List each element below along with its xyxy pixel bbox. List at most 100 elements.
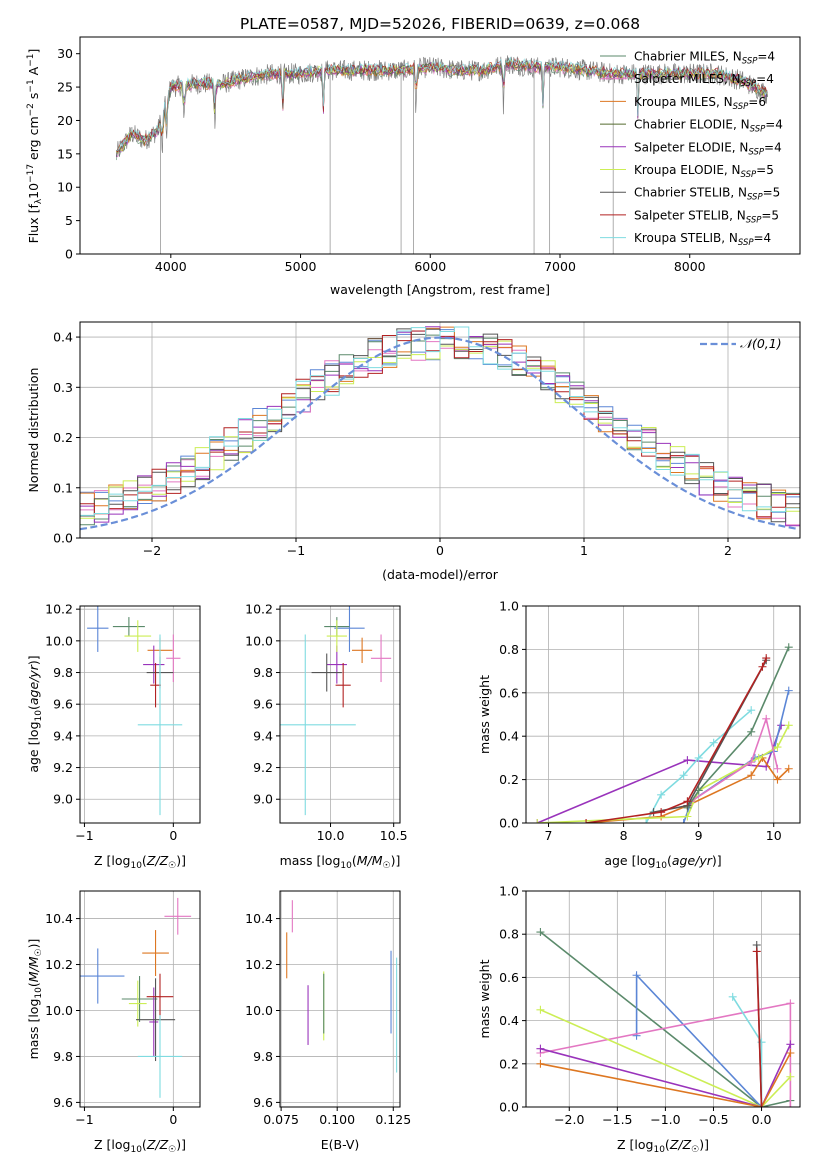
y-tick-label: 9.4 xyxy=(53,728,73,743)
y-axis-label: mass [log10(M/M☉)] xyxy=(26,939,44,1060)
series-point xyxy=(752,947,761,956)
residual-histogram-panel: 𝒩(0,1) −2 −1 0 1 2 0.0 0.1 0.2 0.3 0.4 (data-model)… xyxy=(26,321,801,582)
spectrum-legend: Chabrier MILES, NSSP=4 Salpeter MILES, NS… xyxy=(600,50,783,248)
x-tick-label: 5000 xyxy=(285,259,317,274)
plot-area xyxy=(80,897,192,1098)
axes-frame xyxy=(79,890,201,1108)
x-tick-label: 1 xyxy=(580,543,588,558)
y-tick-label: 1.0 xyxy=(499,884,519,899)
x-tick-label: 7 xyxy=(545,828,553,843)
model-spectrum-salpeter_stelib xyxy=(116,57,768,153)
x-tick-label: 0.125 xyxy=(375,1112,411,1127)
mass-vs-metallicity-panel: −1 0 9.6 9.8 10.0 10.2 10.4 Z [log10(Z/Z☉)] mass… xyxy=(26,890,201,1155)
x-tick-label: 8000 xyxy=(674,259,706,274)
legend-entry: Salpeter MILES, NSSP=4 xyxy=(634,72,774,89)
normal-curve xyxy=(80,336,798,531)
x-tick-label: 0.100 xyxy=(319,1112,355,1127)
y-tick-label: 0.0 xyxy=(499,816,519,831)
y-tick-label: 10.0 xyxy=(245,1003,273,1018)
y-tick-label: 0.1 xyxy=(53,480,73,495)
series-point xyxy=(632,971,641,980)
series-point xyxy=(582,819,591,823)
x-tick-label: 7000 xyxy=(544,259,576,274)
series-point xyxy=(786,1040,795,1049)
y-tick-label: 0.6 xyxy=(499,685,519,700)
series-line-chabrier_miles xyxy=(686,646,790,809)
x-tick-label: 0 xyxy=(436,543,444,558)
series-point xyxy=(757,1103,766,1107)
age-vs-metallicity-panel: −1 0 9.0 9.2 9.4 9.6 9.8 10.0 10.2 Z [log10(Z/Z☉)… xyxy=(26,602,201,871)
x-tick-label: 9 xyxy=(695,828,703,843)
x-tick-label: −1 xyxy=(75,828,93,843)
y-tick-label: 10.4 xyxy=(245,911,273,926)
legend-entry: 𝒩(0,1) xyxy=(740,336,782,351)
legend-entry: Salpeter STELIB, NSSP=5 xyxy=(634,208,779,225)
x-tick-label: 6000 xyxy=(414,259,446,274)
y-tick-label: 9.4 xyxy=(253,728,273,743)
series-point xyxy=(747,771,756,780)
x-tick-label: 0 xyxy=(169,1112,177,1127)
series-point xyxy=(786,1072,795,1081)
series-point xyxy=(536,1044,545,1053)
y-tick-label: 10.4 xyxy=(45,911,73,926)
y-tick-label: 9.6 xyxy=(53,1095,73,1110)
legend-entry: Kroupa STELIB, NSSP=4 xyxy=(634,231,771,248)
axes-frame xyxy=(525,605,801,824)
series-point xyxy=(786,999,795,1008)
y-tick-label: 20 xyxy=(57,113,73,128)
y-tick-label: 0.4 xyxy=(53,330,73,345)
series-line-salpeter_elodie xyxy=(540,1044,792,1107)
x-axis-label: E(B-V) xyxy=(321,1137,360,1152)
y-tick-label: 0.3 xyxy=(53,380,73,395)
y-tick-label: 10.0 xyxy=(45,633,73,648)
y-tick-label: 9.6 xyxy=(53,697,73,712)
x-tick-label: −2 xyxy=(143,543,161,558)
legend-entry: Chabrier STELIB, NSSP=5 xyxy=(634,186,780,203)
y-tick-label: 1.0 xyxy=(499,599,519,614)
legend-entry: Salpeter ELODIE, NSSP=4 xyxy=(634,140,782,157)
series-line-chabrier_miles xyxy=(539,931,791,1107)
series-point xyxy=(679,819,688,823)
series-point xyxy=(683,812,692,821)
y-tick-label: 30 xyxy=(57,46,73,61)
y-tick-label: 0.4 xyxy=(499,1013,519,1028)
y-tick-label: 0.2 xyxy=(499,772,519,787)
series-point xyxy=(747,727,756,736)
series-point xyxy=(642,819,651,823)
model-spectrum-kroupa_stelib xyxy=(116,56,768,151)
mass-vs-ebv-panel: 0.075 0.100 0.125 9.6 9.8 10.0 10.2 10.4 E(B-V) xyxy=(245,890,411,1152)
series-point xyxy=(683,756,692,765)
y-tick-label: 9.6 xyxy=(253,1095,273,1110)
y-tick-label: 0 xyxy=(65,247,73,262)
series-point xyxy=(694,753,703,762)
series-point xyxy=(683,797,692,806)
y-axis-label: mass weight xyxy=(477,959,492,1038)
series-point xyxy=(728,992,737,1001)
series-point xyxy=(679,771,688,780)
series-point xyxy=(773,743,782,752)
series-point xyxy=(536,928,545,937)
axes-frame xyxy=(525,890,801,1108)
figure-title: PLATE=0587, MJD=52026, FIBERID=0639, z=0… xyxy=(240,15,640,33)
series-point xyxy=(786,1103,795,1107)
x-tick-label: 10 xyxy=(766,828,782,843)
series-line-kroupa_miles xyxy=(540,1052,792,1107)
series-point xyxy=(533,819,542,823)
plot-area xyxy=(280,606,392,816)
x-tick-label: 8 xyxy=(620,828,628,843)
series-line-salpeter_elodie xyxy=(536,725,782,823)
series-point xyxy=(784,764,793,773)
y-tick-label: 9.0 xyxy=(53,792,73,807)
y-tick-label: 10.0 xyxy=(45,1003,73,1018)
series-point xyxy=(657,808,666,817)
x-axis-label: wavelength [Angstrom, rest frame] xyxy=(330,282,550,297)
y-tick-label: 10 xyxy=(57,180,73,195)
series-line-salpeter_stelib xyxy=(755,951,763,1107)
y-tick-label: 9.8 xyxy=(253,1049,273,1064)
y-tick-label: 9.8 xyxy=(53,665,73,680)
series-point xyxy=(773,764,782,773)
x-tick-label: 2 xyxy=(724,543,732,558)
legend-entry: Chabrier MILES, NSSP=4 xyxy=(634,50,775,67)
y-tick-label: 10.0 xyxy=(245,633,273,648)
